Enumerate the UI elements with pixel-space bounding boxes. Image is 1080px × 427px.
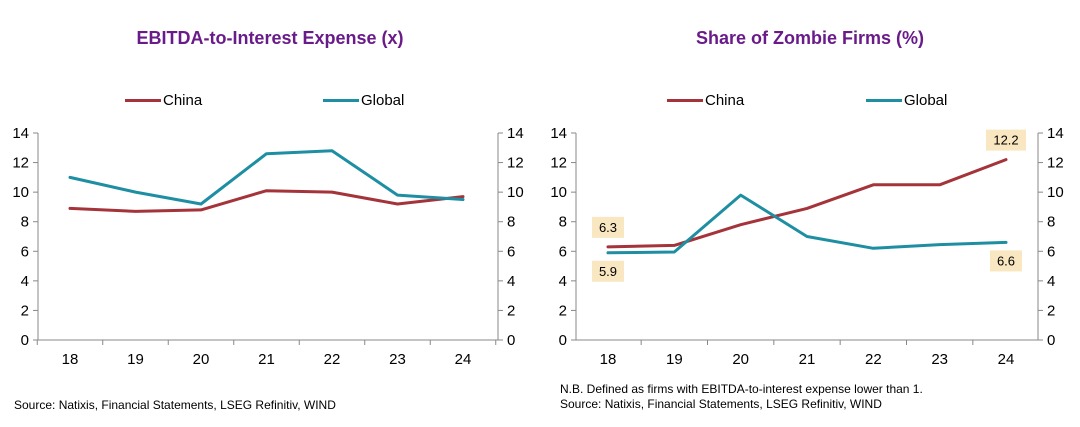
- chart-panel-left: EBITDA-to-Interest Expense (x) China Glo…: [0, 28, 540, 412]
- legend-item-china: China: [125, 92, 202, 109]
- x-tick-label: 18: [62, 351, 79, 368]
- legend-item-china: China: [667, 92, 744, 109]
- y-tick-label-right: 8: [507, 214, 515, 231]
- legend-label-china: China: [705, 92, 745, 109]
- series-line-global: [68, 149, 465, 206]
- data-label: 12.2: [993, 133, 1018, 148]
- legend-swatch-china: [125, 99, 161, 102]
- y-tick-label-right: 4: [507, 273, 515, 290]
- y-tick-label-right: 2: [507, 302, 515, 319]
- legend-label-china: China: [163, 92, 203, 109]
- y-tick-label-right: 12: [1047, 155, 1064, 172]
- chart-panel-right: Share of Zombie Firms (%) China Global 0…: [540, 0, 1080, 427]
- y-tick-label-right: 14: [1047, 125, 1064, 142]
- series-line-china: [68, 189, 465, 213]
- legend: China Global: [0, 92, 540, 112]
- y-tick-label-left: 8: [559, 214, 567, 231]
- data-label-box: [986, 129, 1026, 151]
- x-tick-label: 22: [324, 351, 341, 368]
- data-label: 5.9: [599, 264, 617, 279]
- y-tick-label-left: 14: [12, 125, 29, 142]
- x-tick-label: 19: [127, 351, 144, 368]
- legend: China Global: [540, 92, 1080, 112]
- x-tick-label: 24: [455, 351, 472, 368]
- y-tick-label-right: 0: [1047, 332, 1055, 349]
- y-tick-label-right: 8: [1047, 214, 1055, 231]
- y-tick-label-right: 14: [507, 125, 524, 142]
- chart-title: EBITDA-to-Interest Expense (x): [136, 28, 404, 48]
- y-tick-label-left: 2: [21, 302, 29, 319]
- chart-title: Share of Zombie Firms (%): [695, 28, 925, 48]
- source-note: Source: Natixis, Financial Statements, L…: [14, 398, 336, 412]
- y-tick-label-left: 6: [559, 243, 567, 260]
- y-tick-label-right: 6: [1047, 243, 1055, 260]
- x-tick-label: 24: [998, 351, 1015, 368]
- y-tick-label-left: 10: [12, 184, 29, 201]
- legend-swatch-global: [866, 99, 902, 102]
- y-tick-label-left: 2: [559, 302, 567, 319]
- y-tick-label-left: 4: [21, 273, 29, 290]
- y-tick-label-right: 10: [507, 184, 524, 201]
- y-tick-label-right: 0: [507, 332, 515, 349]
- x-tick-label: 20: [193, 351, 210, 368]
- legend-label-global: Global: [904, 92, 948, 109]
- legend-item-global: Global: [866, 92, 947, 109]
- x-tick-label: 21: [799, 351, 816, 368]
- y-tick-label-left: 14: [550, 125, 567, 142]
- y-tick-label-left: 0: [559, 332, 567, 349]
- y-tick-label-right: 6: [507, 243, 515, 260]
- y-tick-label-left: 10: [550, 184, 567, 201]
- y-tick-label-left: 12: [550, 155, 567, 172]
- nb-note: N.B. Defined as firms with EBITDA-to-int…: [560, 382, 923, 396]
- series-line-china: [606, 158, 1008, 249]
- y-tick-label-left: 12: [12, 155, 29, 172]
- y-tick-label-left: 6: [21, 243, 29, 260]
- data-label-box: [592, 260, 624, 282]
- x-tick-label: 22: [865, 351, 882, 368]
- y-tick-label-left: 0: [21, 332, 29, 349]
- y-tick-label-left: 4: [559, 273, 567, 290]
- x-tick-label: 23: [931, 351, 948, 368]
- x-tick-label: 20: [732, 351, 749, 368]
- y-tick-label-right: 4: [1047, 273, 1055, 290]
- y-tick-label-left: 8: [21, 214, 29, 231]
- legend-item-global: Global: [323, 92, 404, 109]
- data-label: 6.3: [599, 220, 617, 235]
- source-note: Source: Natixis, Financial Statements, L…: [560, 397, 882, 411]
- x-tick-label: 21: [258, 351, 275, 368]
- x-tick-label: 19: [666, 351, 683, 368]
- data-label-box: [592, 216, 624, 238]
- legend-swatch-china: [667, 99, 703, 102]
- series-line-global: [606, 193, 1008, 255]
- x-tick-label: 23: [389, 351, 406, 368]
- legend-label-global: Global: [361, 92, 405, 109]
- data-label-box: [990, 250, 1022, 272]
- y-tick-label-right: 2: [1047, 302, 1055, 319]
- legend-swatch-global: [323, 99, 359, 102]
- y-tick-label-right: 10: [1047, 184, 1064, 201]
- x-tick-label: 18: [600, 351, 617, 368]
- y-tick-label-right: 12: [507, 155, 524, 172]
- data-label: 6.6: [997, 253, 1015, 268]
